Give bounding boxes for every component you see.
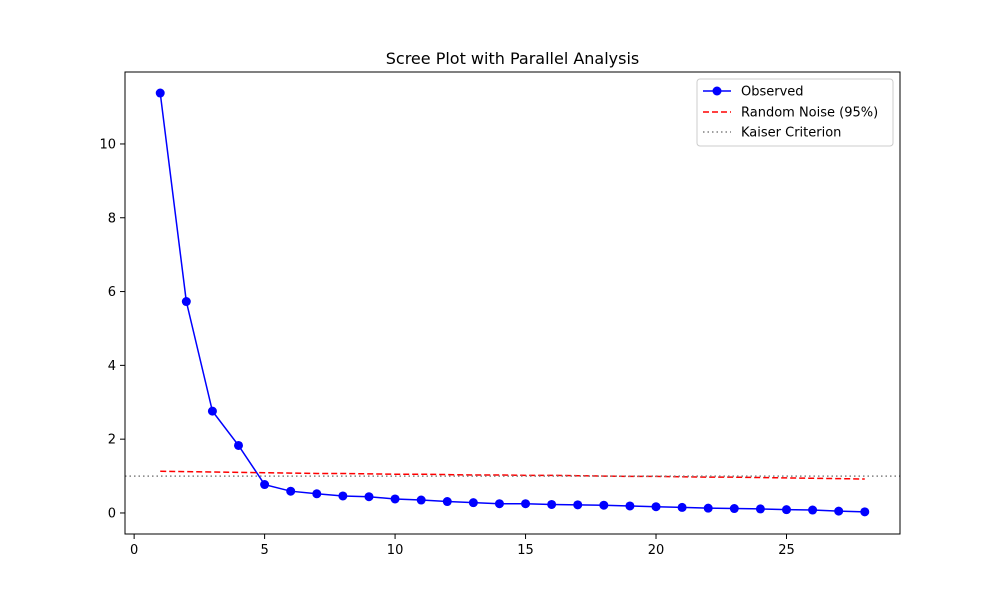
observed-point xyxy=(808,505,818,515)
observed-point xyxy=(599,500,609,510)
y-tick-label: 2 xyxy=(108,433,116,448)
observed-line xyxy=(159,92,865,513)
observed-point xyxy=(416,495,426,505)
plot-frame xyxy=(124,71,901,535)
observed-point xyxy=(468,498,478,508)
observed-point xyxy=(834,506,844,516)
observed-point xyxy=(207,406,217,416)
observed-point xyxy=(390,494,400,504)
x-tick-label: 5 xyxy=(260,543,268,558)
observed-point xyxy=(625,501,635,511)
observed-point xyxy=(521,499,531,509)
observed-point xyxy=(860,507,870,517)
observed-point xyxy=(494,499,504,509)
legend-label: Observed xyxy=(741,85,804,100)
legend: Observed Random Noise (95%) Kaiser Criteri… xyxy=(696,78,894,147)
observed-point xyxy=(338,491,348,501)
x-tick-label: 0 xyxy=(130,543,138,558)
y-tick-label: 6 xyxy=(108,285,116,300)
observed-point xyxy=(155,88,165,98)
x-axis: 0 5 10 15 20 25 xyxy=(130,534,795,558)
plot-area xyxy=(125,88,900,517)
y-tick-label: 0 xyxy=(108,506,116,521)
observed-point xyxy=(547,499,557,509)
legend-label: Kaiser Criterion xyxy=(741,126,841,141)
x-tick-label: 20 xyxy=(648,543,665,558)
observed-point xyxy=(181,297,191,307)
observed-point xyxy=(364,492,374,502)
observed-point xyxy=(729,504,739,514)
random-noise-line xyxy=(160,470,865,480)
observed-point xyxy=(651,502,661,512)
observed-point xyxy=(234,440,244,450)
observed-point xyxy=(703,503,713,513)
x-tick-label: 25 xyxy=(778,543,795,558)
observed-point xyxy=(312,489,322,499)
legend-label: Random Noise (95%) xyxy=(741,106,878,121)
legend-box xyxy=(696,78,894,147)
x-tick-label: 10 xyxy=(387,543,404,558)
observed-point xyxy=(677,502,687,512)
observed-point xyxy=(260,480,270,490)
y-axis: 0 2 4 6 8 10 xyxy=(99,137,125,521)
y-tick-label: 8 xyxy=(108,211,116,226)
plot-series-group xyxy=(125,88,900,517)
observed-point xyxy=(573,500,583,510)
observed-point xyxy=(755,504,765,514)
observed-point xyxy=(442,497,452,507)
y-tick-label: 10 xyxy=(99,137,116,152)
x-tick-label: 15 xyxy=(517,543,534,558)
chart-title: Scree Plot with Parallel Analysis xyxy=(386,49,640,68)
observed-point xyxy=(286,486,296,496)
y-tick-label: 4 xyxy=(108,359,116,374)
observed-point xyxy=(781,505,791,515)
legend-marker-observed xyxy=(712,86,722,96)
